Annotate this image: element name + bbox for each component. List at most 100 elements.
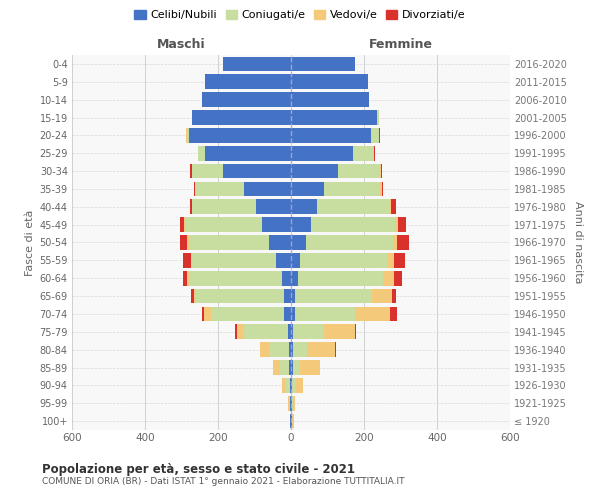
Bar <box>380 182 382 196</box>
Bar <box>269 235 291 250</box>
Bar <box>289 360 291 375</box>
Bar <box>389 200 391 214</box>
Bar <box>373 146 374 160</box>
Bar <box>256 200 291 214</box>
Bar <box>291 378 292 392</box>
Bar <box>190 164 192 178</box>
Bar <box>305 235 393 250</box>
Bar <box>293 324 324 339</box>
Text: Popolazione per età, sesso e stato civile - 2021: Popolazione per età, sesso e stato civil… <box>42 462 355 475</box>
Bar <box>293 360 300 375</box>
Bar <box>371 128 379 142</box>
Bar <box>377 110 379 125</box>
Bar <box>392 289 397 304</box>
Bar <box>355 324 356 339</box>
Bar <box>193 110 291 125</box>
Bar <box>296 378 304 392</box>
Bar <box>291 200 317 214</box>
Bar <box>381 164 382 178</box>
Bar <box>289 342 291 357</box>
Bar <box>205 74 291 89</box>
Bar <box>300 360 320 375</box>
Bar <box>379 128 380 142</box>
Bar <box>291 56 355 71</box>
Bar <box>388 253 394 268</box>
Bar <box>202 92 291 107</box>
Bar <box>187 271 189 285</box>
Y-axis label: Fasce di età: Fasce di età <box>25 210 35 276</box>
Bar <box>324 324 355 339</box>
Bar <box>291 396 292 410</box>
Bar <box>295 306 355 322</box>
Bar <box>193 164 223 178</box>
Bar <box>190 200 192 214</box>
Bar <box>335 342 336 357</box>
Bar <box>289 396 290 410</box>
Bar <box>182 271 187 285</box>
Bar <box>192 200 193 214</box>
Bar <box>223 56 291 71</box>
Bar <box>191 289 194 304</box>
Bar <box>235 324 237 339</box>
Bar <box>223 164 291 178</box>
Bar <box>280 360 289 375</box>
Bar <box>193 200 256 214</box>
Bar <box>291 289 295 304</box>
Bar <box>182 253 191 268</box>
Bar <box>317 200 389 214</box>
Bar <box>187 235 189 250</box>
Bar <box>269 342 289 357</box>
Bar <box>394 271 401 285</box>
Bar <box>300 253 388 268</box>
Bar <box>288 396 289 410</box>
Bar <box>194 182 196 196</box>
Bar <box>355 306 389 322</box>
Bar <box>311 218 395 232</box>
Bar <box>260 342 269 357</box>
Bar <box>290 414 291 428</box>
Bar <box>185 218 262 232</box>
Bar <box>292 396 293 410</box>
Bar <box>394 253 404 268</box>
Bar <box>295 289 372 304</box>
Bar <box>211 306 284 322</box>
Y-axis label: Anni di nascita: Anni di nascita <box>572 201 583 284</box>
Bar <box>291 74 368 89</box>
Bar <box>291 306 295 322</box>
Bar <box>291 271 298 285</box>
Bar <box>204 306 211 322</box>
Bar <box>290 378 291 392</box>
Bar <box>191 253 193 268</box>
Bar <box>202 306 204 322</box>
Bar <box>291 164 338 178</box>
Bar <box>397 235 409 250</box>
Bar <box>187 128 189 142</box>
Bar <box>391 200 396 214</box>
Bar <box>291 128 371 142</box>
Bar <box>192 164 193 178</box>
Bar <box>237 324 244 339</box>
Bar <box>244 182 291 196</box>
Bar <box>290 396 291 410</box>
Bar <box>189 235 269 250</box>
Bar <box>389 306 397 322</box>
Bar <box>292 414 293 428</box>
Bar <box>284 306 291 322</box>
Legend: Celibi/Nubili, Coniugati/e, Vedovi/e, Divorziati/e: Celibi/Nubili, Coniugati/e, Vedovi/e, Di… <box>130 6 470 25</box>
Bar <box>198 146 205 160</box>
Bar <box>282 378 285 392</box>
Bar <box>298 271 383 285</box>
Bar <box>291 324 293 339</box>
Bar <box>291 146 353 160</box>
Bar <box>288 324 291 339</box>
Bar <box>382 182 383 196</box>
Bar <box>398 218 406 232</box>
Bar <box>293 396 295 410</box>
Bar <box>186 128 187 142</box>
Bar <box>205 146 291 160</box>
Text: COMUNE DI ORIA (BR) - Dati ISTAT 1° gennaio 2021 - Elaborazione TUTTITALIA.IT: COMUNE DI ORIA (BR) - Dati ISTAT 1° genn… <box>42 478 404 486</box>
Bar <box>181 235 187 250</box>
Bar <box>262 218 291 232</box>
Bar <box>380 164 381 178</box>
Bar <box>291 218 311 232</box>
